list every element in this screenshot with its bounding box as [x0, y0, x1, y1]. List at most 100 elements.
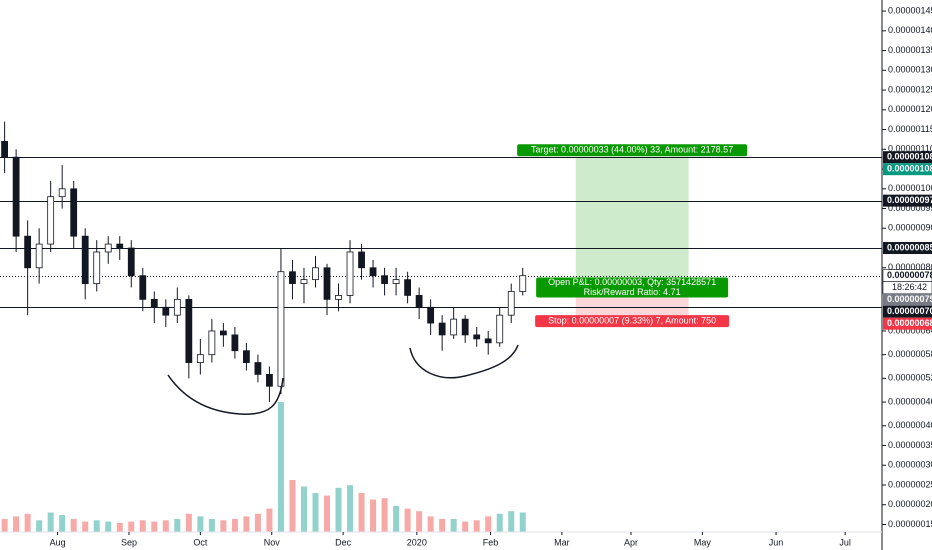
- candle-body: [162, 306, 170, 316]
- candle-body: [12, 156, 20, 237]
- volume-bar: [312, 493, 319, 532]
- y-tick-label: 0.00000015: [888, 519, 932, 529]
- volume-bar: [116, 522, 123, 532]
- y-tick-label: 0.00000090: [888, 223, 932, 233]
- y-tick-label: 0.00000140: [888, 25, 932, 35]
- candle-body: [266, 374, 273, 387]
- x-tick-label: Jun: [769, 537, 784, 547]
- volume-bar: [381, 498, 388, 532]
- x-tick-label: Dec: [335, 537, 352, 547]
- x-tick-label: Aug: [50, 537, 66, 547]
- candle-body: [277, 271, 285, 387]
- x-tick-label: 2020: [407, 537, 427, 547]
- y-tick-label: 0.00000064: [888, 325, 932, 335]
- volume-bar: [427, 516, 434, 532]
- price-label-box: [883, 163, 932, 176]
- candle-body: [70, 188, 78, 237]
- candle-body: [116, 243, 124, 249]
- candle-body: [35, 243, 43, 269]
- candle-body: [415, 295, 423, 308]
- volume-bar: [485, 516, 492, 532]
- candle-body: [139, 275, 147, 300]
- x-tick-label: Sep: [121, 537, 137, 547]
- volume-bar: [59, 515, 66, 532]
- x-tick-label: Oct: [193, 537, 208, 547]
- price-label-box: [883, 317, 932, 330]
- candle-body: [461, 318, 469, 336]
- candle-body: [312, 267, 319, 281]
- volume-bar: [335, 487, 342, 532]
- volume-bar: [93, 520, 100, 532]
- volume-bar: [450, 519, 457, 532]
- pnl-label: Open P&L: 0.00000003, Qty: 3571428571: [548, 277, 716, 287]
- y-tick-label: 0.00000095: [888, 203, 932, 213]
- target-zone: [575, 157, 689, 288]
- candle-body: [519, 275, 527, 292]
- cup-drawing: [167, 374, 284, 415]
- price-label: 0.00000070: [887, 306, 932, 316]
- volume-bar: [324, 495, 331, 532]
- pnl-label: Risk/Reward Ratio: 4.71: [584, 287, 681, 297]
- candle-body: [173, 298, 181, 316]
- volume-bar: [519, 512, 526, 532]
- y-tick-label: 0.00000080: [888, 262, 932, 272]
- candle-body: [185, 298, 193, 363]
- candle-body: [358, 251, 365, 269]
- x-tick-label: May: [694, 537, 712, 547]
- price-label: 0.00000108: [887, 164, 932, 174]
- candle-body: [346, 251, 354, 296]
- y-tick-label: 0.00000125: [888, 84, 932, 94]
- volume-bar: [82, 521, 89, 532]
- target-label: Target: 0.00000033 (44.00%) 33, Amount: …: [531, 145, 733, 155]
- candle-body: [208, 330, 216, 356]
- y-tick-label: 0.00000025: [888, 479, 932, 489]
- candle-body: [127, 247, 135, 277]
- price-label-box: [883, 151, 932, 164]
- volume-bar: [508, 511, 515, 532]
- volume-bar: [208, 519, 215, 532]
- candle-body: [507, 291, 515, 316]
- x-tick-label: Apr: [624, 537, 638, 547]
- x-tick-label: Mar: [554, 537, 570, 547]
- price-label: 0.00000068: [887, 318, 932, 328]
- candle-body: [93, 251, 101, 284]
- candle-body: [1, 140, 9, 158]
- cup-drawing: [409, 344, 519, 379]
- candle-body: [196, 354, 204, 363]
- volume-bar: [174, 519, 181, 532]
- volume-bar: [139, 520, 146, 532]
- price-label-box: [883, 293, 932, 306]
- candle-body: [47, 196, 55, 245]
- price-label: 0.00000078: [887, 270, 932, 280]
- volume-bar: [462, 521, 469, 532]
- candle-body: [473, 334, 481, 340]
- volume-bar: [1, 519, 8, 532]
- volume-bar: [393, 506, 400, 532]
- volume-bar: [300, 486, 307, 532]
- volume-bar: [70, 519, 77, 532]
- candle-body: [381, 275, 388, 284]
- y-tick-label: 0.00000100: [888, 183, 932, 193]
- volume-bar: [416, 511, 423, 532]
- price-label: 0.00000097: [887, 195, 932, 205]
- countdown: 18:26:42: [892, 282, 927, 292]
- volume-bar: [162, 520, 169, 532]
- candle-body: [392, 279, 400, 284]
- volume-bar: [496, 513, 503, 532]
- volume-bar: [231, 519, 238, 532]
- candle-body: [150, 298, 158, 308]
- y-tick-label: 0.00000052: [888, 373, 932, 383]
- candle-body: [484, 338, 492, 344]
- candle-body: [81, 235, 89, 284]
- price-label: 0.00000085: [887, 242, 932, 252]
- y-tick-label: 0.00000120: [888, 104, 932, 114]
- candle-body: [289, 271, 296, 284]
- volume-bar: [151, 521, 158, 532]
- volume-bar: [358, 493, 365, 532]
- volume-bar: [105, 521, 112, 532]
- volume-bar: [13, 516, 20, 532]
- volume-bar: [128, 521, 135, 532]
- candle-body: [254, 362, 262, 375]
- candle-body: [404, 279, 412, 296]
- candle-body: [335, 295, 342, 300]
